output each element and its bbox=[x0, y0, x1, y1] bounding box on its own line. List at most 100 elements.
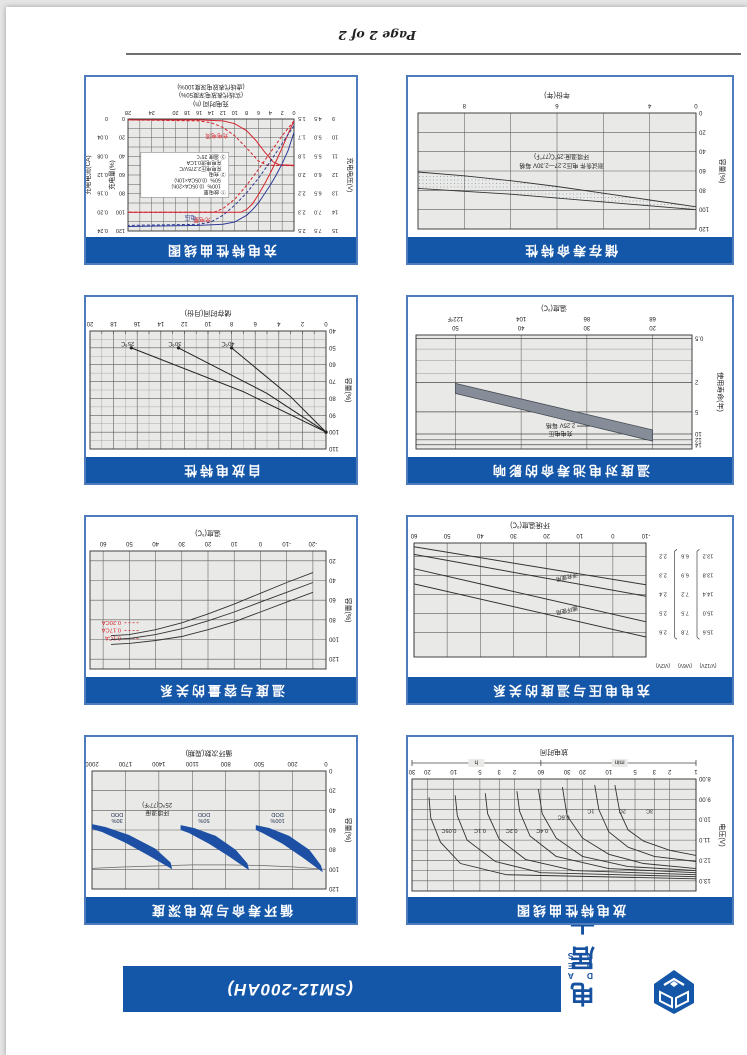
svg-text:20: 20 bbox=[328, 787, 335, 793]
svg-text:(V/2V): (V/2V) bbox=[656, 662, 671, 668]
svg-text:2: 2 bbox=[300, 320, 304, 326]
svg-text:0.04: 0.04 bbox=[97, 134, 108, 140]
svg-text:8: 8 bbox=[245, 109, 248, 115]
svg-text:13.8: 13.8 bbox=[703, 571, 714, 577]
svg-text:60: 60 bbox=[698, 167, 705, 173]
svg-text:2.5: 2.5 bbox=[298, 227, 306, 233]
svg-text:120: 120 bbox=[328, 655, 339, 661]
svg-text:容量(%): 容量(%) bbox=[718, 159, 727, 184]
svg-text:0.1CA: 0.1CA bbox=[105, 635, 121, 641]
svg-text:7.5: 7.5 bbox=[681, 609, 689, 615]
svg-text:100%: 100% bbox=[270, 817, 284, 823]
svg-text:2C: 2C bbox=[619, 808, 626, 814]
svg-text:60: 60 bbox=[119, 171, 125, 177]
svg-text:充电电流: 充电电流 bbox=[205, 132, 228, 140]
svg-text:6.0: 6.0 bbox=[314, 171, 322, 177]
svg-text:循环次数(周期): 循环次数(周期) bbox=[186, 749, 233, 758]
svg-text:60: 60 bbox=[328, 361, 335, 367]
svg-text:100: 100 bbox=[328, 636, 339, 642]
svg-text:16: 16 bbox=[133, 320, 140, 326]
svg-text:DOD: DOD bbox=[198, 811, 210, 817]
svg-text:14: 14 bbox=[208, 109, 214, 115]
brand-logo-icon bbox=[654, 970, 694, 1014]
svg-text:50: 50 bbox=[328, 344, 335, 350]
chart-title-self-discharge: 自放电特性 bbox=[86, 457, 356, 483]
chart-title-storage-life: 储存寿命特性 bbox=[408, 237, 732, 263]
svg-text:40: 40 bbox=[152, 540, 159, 546]
svg-text:40: 40 bbox=[119, 152, 125, 158]
svg-text:68: 68 bbox=[649, 315, 656, 321]
svg-text:11.0: 11.0 bbox=[698, 836, 710, 842]
svg-text:20: 20 bbox=[119, 134, 125, 140]
svg-text:2.5: 2.5 bbox=[659, 609, 667, 615]
svg-text:6.6: 6.6 bbox=[681, 552, 689, 558]
svg-text:122℉: 122℉ bbox=[447, 315, 463, 321]
svg-text:2000: 2000 bbox=[86, 760, 99, 766]
svg-text:40: 40 bbox=[476, 532, 483, 538]
svg-text:30℃: 30℃ bbox=[168, 340, 181, 346]
svg-text:28: 28 bbox=[125, 109, 131, 115]
svg-text:30: 30 bbox=[408, 768, 415, 774]
svg-text:充电电流(CA): 充电电流(CA) bbox=[86, 155, 92, 194]
battery-model-label: (SM12-200AH) bbox=[226, 980, 353, 999]
svg-text:100: 100 bbox=[698, 206, 709, 212]
svg-text:-10: -10 bbox=[641, 532, 650, 538]
svg-text:电压: 电压 bbox=[184, 213, 196, 221]
storage-life-chart: 0 4 6 8 年份(年) 0 20 40 60 80 100 120 容量(%) 测试条件 电压2.27… bbox=[417, 91, 727, 231]
svg-text:② 充电: ② 充电 bbox=[209, 171, 226, 179]
svg-text:0.1C: 0.1C bbox=[474, 827, 486, 833]
brand-logo: 电居士 D A D E N S bbox=[557, 907, 697, 1015]
header-bar: (SM12-200AH) bbox=[123, 966, 561, 1012]
svg-text:30: 30 bbox=[583, 324, 590, 330]
svg-text:0: 0 bbox=[122, 115, 125, 121]
svg-text:0.12: 0.12 bbox=[97, 171, 108, 177]
chart-card-cycle-life: 循环寿命与放电深度 0 20 40 60 80 100 120 容量(%) 0 200 500 800… bbox=[84, 735, 358, 925]
svg-text:0: 0 bbox=[258, 540, 262, 546]
svg-text:充电电压2.275V/C: 充电电压2.275V/C bbox=[179, 165, 222, 173]
svg-text:80: 80 bbox=[328, 394, 335, 400]
svg-text:1400: 1400 bbox=[152, 760, 166, 766]
svg-text:1700: 1700 bbox=[118, 760, 132, 766]
chart-card-temp-capacity: 温度与容量的关系 -20 -10 0 10 20 30 40 50 60 温度(℃) 20 40 60 8… bbox=[84, 515, 358, 705]
svg-text:12: 12 bbox=[694, 436, 701, 442]
svg-text:4: 4 bbox=[647, 102, 651, 108]
svg-text:容量(%): 容量(%) bbox=[344, 378, 353, 403]
svg-text:20: 20 bbox=[579, 768, 586, 774]
svg-text:120: 120 bbox=[698, 225, 709, 231]
svg-text:2.25V 每格: 2.25V 每格 bbox=[546, 422, 575, 430]
svg-text:50%: 50% bbox=[198, 817, 209, 823]
svg-text:15.6: 15.6 bbox=[703, 628, 714, 634]
svg-text:7.8: 7.8 bbox=[681, 628, 689, 634]
svg-text:1.7: 1.7 bbox=[298, 134, 306, 140]
svg-text:10: 10 bbox=[204, 320, 211, 326]
svg-text:0: 0 bbox=[694, 102, 698, 108]
svg-text:(实线代表放电深度50%): (实线代表放电深度50%) bbox=[179, 91, 243, 99]
svg-text:温度(℃): 温度(℃) bbox=[541, 304, 567, 313]
svg-text:20: 20 bbox=[423, 768, 430, 774]
svg-text:50: 50 bbox=[125, 540, 132, 546]
svg-text:100%（0.05CA×20h）: 100%（0.05CA×20h） bbox=[168, 183, 221, 190]
charge-voltage-temp-chart: -10 0 10 20 30 40 50 60 环境温度(℃) (V/12V) (V/6V) (V/2… bbox=[410, 521, 716, 668]
svg-text:30%: 30% bbox=[111, 817, 122, 823]
svg-text:15.0: 15.0 bbox=[703, 609, 714, 615]
svg-text:充电时间 (h): 充电时间 (h) bbox=[193, 100, 229, 109]
chart-card-charge: 充电特性曲线图 1.5 1.7 1.8 2.0 2.2 2.3 2.5 4.5 5.0 5.5 6.… bbox=[84, 75, 358, 265]
svg-text:4: 4 bbox=[269, 109, 272, 115]
svg-text:4: 4 bbox=[276, 320, 280, 326]
svg-text:5.0: 5.0 bbox=[314, 134, 322, 140]
svg-text:10: 10 bbox=[576, 532, 583, 538]
self-discharge-chart: 0 2 4 6 8 10 12 14 16 18 20 储存时间(月份) 40 50 60 70 80 90 100… bbox=[86, 309, 353, 451]
chart-title-temp-capacity: 温度与容量的关系 bbox=[86, 677, 356, 703]
svg-text:14.4: 14.4 bbox=[703, 590, 714, 596]
svg-text:104: 104 bbox=[515, 315, 526, 321]
svg-text:20: 20 bbox=[204, 540, 211, 546]
svg-text:12: 12 bbox=[220, 109, 226, 115]
svg-text:24: 24 bbox=[149, 109, 155, 115]
svg-text:1C: 1C bbox=[587, 808, 594, 814]
svg-text:min: min bbox=[614, 759, 625, 766]
paper-sheet: 电居士 D A D E N S (SM12-200AH) 放电特性曲线图 8.0… bbox=[6, 7, 747, 1055]
chart-title-charge-voltage-temp: 充电电压与温度的关系 bbox=[408, 677, 732, 703]
svg-text:10.0: 10.0 bbox=[698, 816, 710, 822]
svg-text:1.5: 1.5 bbox=[298, 115, 306, 121]
svg-text:20: 20 bbox=[698, 128, 705, 134]
